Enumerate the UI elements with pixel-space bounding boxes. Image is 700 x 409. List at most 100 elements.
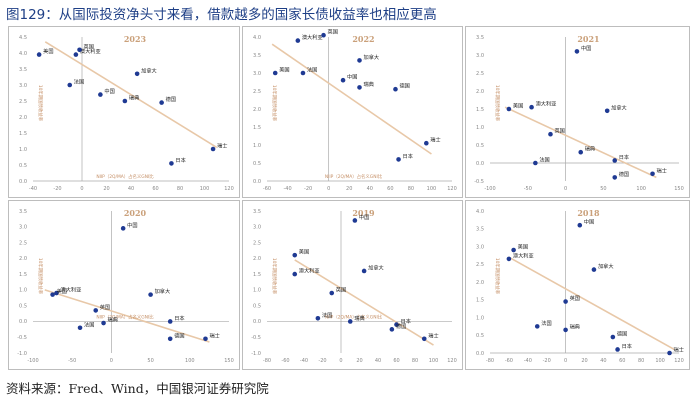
scatter-point <box>292 271 298 277</box>
x-tick-label: 20 <box>581 358 587 364</box>
scatter-point <box>340 77 346 83</box>
chart-panel-4: -1.0 -0.5 0.0 0.5 1.0 1.5 2.0 2.5 3.0 3.5 -100 -50 0… <box>8 200 240 370</box>
x-tick-label: -20 <box>53 186 61 192</box>
point-label: 德国 <box>399 82 409 90</box>
y-tick-label: 1.0 <box>253 288 261 294</box>
point-label: 日本 <box>174 314 184 322</box>
y-tick-label: 4.5 <box>19 35 27 41</box>
y-tick-label: 2.5 <box>19 99 27 105</box>
x-tick-label: 120 <box>674 358 684 364</box>
scatter-point <box>610 334 616 340</box>
chart-svg-4: -1.0 -0.5 0.0 0.5 1.0 1.5 2.0 2.5 3.0 3.5 -100 -50 0… <box>17 208 234 364</box>
point-label: 澳大利亚 <box>80 47 101 55</box>
y-tick-label: -1.0 <box>17 351 27 357</box>
y-tick-label: 1.0 <box>253 143 261 149</box>
point-label: 瑞典 <box>354 314 364 322</box>
scatter-point <box>394 322 399 327</box>
y-tick-label: 3.5 <box>476 227 484 233</box>
x-tick-label: 0 <box>339 358 342 364</box>
point-label: 德国 <box>396 322 406 330</box>
x-tick-label: 100 <box>427 186 437 192</box>
x-tick-label: 0 <box>80 186 83 192</box>
x-tick-label: -40 <box>29 186 37 192</box>
x-tick-label: 0 <box>110 358 113 364</box>
scatter-point <box>529 104 534 110</box>
x-tick-label: 120 <box>224 186 234 192</box>
point-label: 加拿大 <box>155 287 171 295</box>
x-tick-label: 80 <box>177 186 183 192</box>
scatter-point <box>169 161 174 166</box>
scatter-point <box>421 336 427 342</box>
x-tick-label: 0 <box>327 186 330 192</box>
y-tick-label: 2.0 <box>19 115 27 121</box>
point-label: 英国 <box>570 294 580 302</box>
point-label: 英国 <box>336 286 346 294</box>
point-label: 瑞士 <box>430 136 440 144</box>
trend-line <box>294 259 434 346</box>
scatter-point <box>93 308 99 313</box>
y-tick-label: 1.5 <box>476 298 484 304</box>
y-tick-label: 0.5 <box>476 143 484 149</box>
trend-line <box>508 256 675 351</box>
point-label: 瑞典 <box>129 94 139 102</box>
x-tick-label: -40 <box>300 358 308 364</box>
point-label: 澳大利亚 <box>61 286 82 294</box>
point-label: 法国 <box>307 66 317 74</box>
point-label: 中国 <box>581 44 591 52</box>
scatter-point <box>73 52 79 57</box>
y-tick-label: 4.0 <box>19 51 27 57</box>
figure-title: 图129：从国际投资净头寸来看，借款越多的国家长债收益率也相应更高 <box>6 7 437 23</box>
y-tick-label: 3.0 <box>253 71 261 77</box>
y-axis-label: 10年期国债收益率 <box>37 85 44 122</box>
scatter-point <box>272 70 278 76</box>
scatter-point <box>50 292 55 297</box>
scatter-point <box>203 336 208 342</box>
scatter-point <box>329 290 335 296</box>
x-tick-label: -80 <box>486 358 494 364</box>
point-label: 加拿大 <box>141 66 157 74</box>
scatter-point <box>506 256 512 262</box>
scatter-point <box>148 292 153 297</box>
point-label: 瑞士 <box>428 331 438 339</box>
chart-title: 2018 <box>577 208 600 218</box>
y-tick-label: -0.5 <box>17 335 27 341</box>
trend-line <box>271 43 432 155</box>
x-tick-label: -40 <box>283 186 291 192</box>
point-label: 加拿大 <box>611 103 627 111</box>
y-tick-label: 0.5 <box>253 303 261 309</box>
scatter-point <box>292 252 298 258</box>
y-tick-label: 3.5 <box>476 35 484 41</box>
scatter-point <box>396 157 401 162</box>
chart-title: 2019 <box>352 208 375 218</box>
chart-panel-5: -1.0 -0.5 0.0 0.5 1.0 1.5 2.0 2.5 3.0 3.5 -80 -60 -4… <box>242 200 463 370</box>
y-axis-label: 10年期国债收益率 <box>37 258 44 295</box>
point-label: 美国 <box>43 47 53 55</box>
x-tick-label: 0 <box>564 358 567 364</box>
point-label: 日本 <box>403 152 413 160</box>
scatter-point <box>424 140 429 146</box>
point-label: 英国 <box>84 42 94 50</box>
y-tick-label: 2.0 <box>253 256 261 262</box>
y-tick-label: 2.0 <box>253 107 261 113</box>
x-tick-label: 20 <box>346 186 352 192</box>
x-tick-label: -80 <box>263 358 271 364</box>
scatter-point <box>615 347 620 352</box>
point-label: 瑞士 <box>657 166 667 174</box>
scatter-point <box>54 290 59 296</box>
scatter-point <box>533 160 538 166</box>
scatter-point <box>347 319 353 324</box>
x-tick-label: 100 <box>636 186 646 192</box>
y-axis-label: 10年期国债收益率 <box>494 258 501 295</box>
y-tick-label: 3.0 <box>476 244 484 250</box>
scatter-point <box>612 158 618 163</box>
x-axis-label: NIIP（2Q/MA）占名义GNI比 <box>96 173 154 180</box>
point-label: 澳大利亚 <box>513 251 534 259</box>
y-tick-label: 0.0 <box>253 319 261 325</box>
y-tick-label: 3.0 <box>253 225 261 231</box>
x-tick-label: 80 <box>638 358 644 364</box>
y-tick-label: 1.0 <box>19 288 27 294</box>
chart-panel-1: 0.0 0.5 1.0 1.5 2.0 2.5 3.0 3.5 4.0 4.5 -40 -20 0 20 4… <box>8 26 240 198</box>
scatter-point <box>511 247 516 253</box>
x-tick-label: 60 <box>152 186 158 192</box>
chart-svg-3: -0.5 0.0 0.5 1.0 1.5 2.0 2.5 3.0 3.5 -100 -50 0 50 10… <box>474 34 684 192</box>
